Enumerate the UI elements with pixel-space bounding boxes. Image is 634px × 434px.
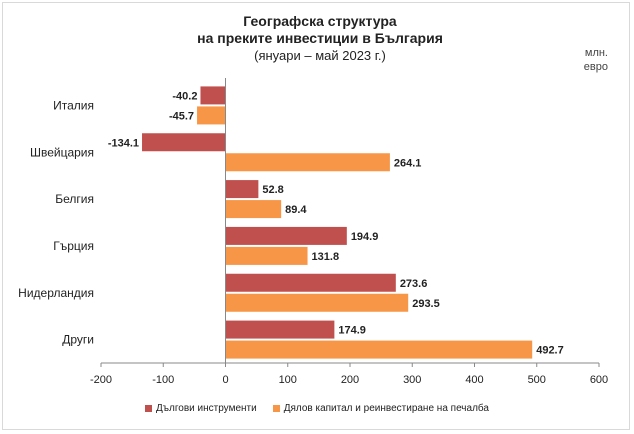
legend-label-debt: Дългови инструменти bbox=[156, 403, 257, 414]
data-label: -134.1 bbox=[108, 137, 139, 149]
data-label: 52.8 bbox=[262, 184, 283, 196]
unit-label: млн. евро bbox=[583, 47, 608, 73]
legend-item-debt: Дългови инструменти bbox=[145, 403, 257, 414]
bar-debt bbox=[225, 273, 396, 292]
bar-debt bbox=[225, 320, 335, 339]
category-label: Италия bbox=[53, 98, 94, 112]
data-label: 174.9 bbox=[338, 325, 366, 337]
x-tick-label: -100 bbox=[152, 374, 174, 386]
legend: Дългови инструменти Дялов капитал и реин… bbox=[0, 403, 634, 414]
data-label: 273.6 bbox=[400, 278, 428, 290]
bar-equity bbox=[197, 106, 226, 125]
x-tick-label: 400 bbox=[465, 374, 483, 386]
legend-swatch-equity bbox=[272, 405, 280, 412]
data-label: 194.9 bbox=[351, 231, 379, 243]
data-label: 293.5 bbox=[412, 298, 440, 310]
x-tick-label: 100 bbox=[279, 374, 297, 386]
category-label: Швейцария bbox=[30, 145, 94, 159]
bar-debt bbox=[142, 133, 226, 152]
chart-title: Географска структура bbox=[243, 13, 397, 29]
bar-equity bbox=[225, 293, 409, 312]
data-label: -40.2 bbox=[172, 90, 197, 102]
x-tick-label: 0 bbox=[222, 374, 228, 386]
bar-debt bbox=[200, 86, 226, 105]
bar-equity bbox=[225, 153, 390, 172]
x-tick-label: -200 bbox=[90, 374, 112, 386]
chart-title-line2: на преките инвестиции в България bbox=[197, 30, 443, 46]
x-tick-label: 600 bbox=[590, 374, 608, 386]
legend-item-equity: Дялов капитал и реинвестиране на печалба bbox=[272, 403, 489, 414]
x-tick-label: 300 bbox=[403, 374, 421, 386]
category-label: Други bbox=[62, 333, 94, 347]
legend-label-equity: Дялов капитал и реинвестиране на печалба bbox=[283, 403, 489, 414]
data-label: 492.7 bbox=[536, 345, 564, 357]
x-tick-label: 200 bbox=[341, 374, 359, 386]
bar-debt bbox=[225, 226, 347, 245]
legend-swatch-debt bbox=[145, 405, 153, 412]
bar-equity bbox=[225, 340, 533, 359]
chart-frame bbox=[2, 2, 630, 430]
data-label: 89.4 bbox=[285, 204, 307, 216]
category-label: Нидерландия bbox=[18, 286, 94, 300]
chart-subtitle: (януари – май 2023 г.) bbox=[254, 48, 386, 63]
bar-equity bbox=[225, 200, 282, 219]
data-label: 131.8 bbox=[312, 251, 340, 263]
category-label: Гърция bbox=[53, 239, 94, 253]
bar-equity bbox=[225, 246, 308, 265]
x-tick-label: 500 bbox=[528, 374, 546, 386]
category-label: Белгия bbox=[55, 192, 94, 206]
data-label: -45.7 bbox=[169, 110, 194, 122]
data-label: 264.1 bbox=[394, 157, 422, 169]
bar-debt bbox=[225, 180, 259, 199]
